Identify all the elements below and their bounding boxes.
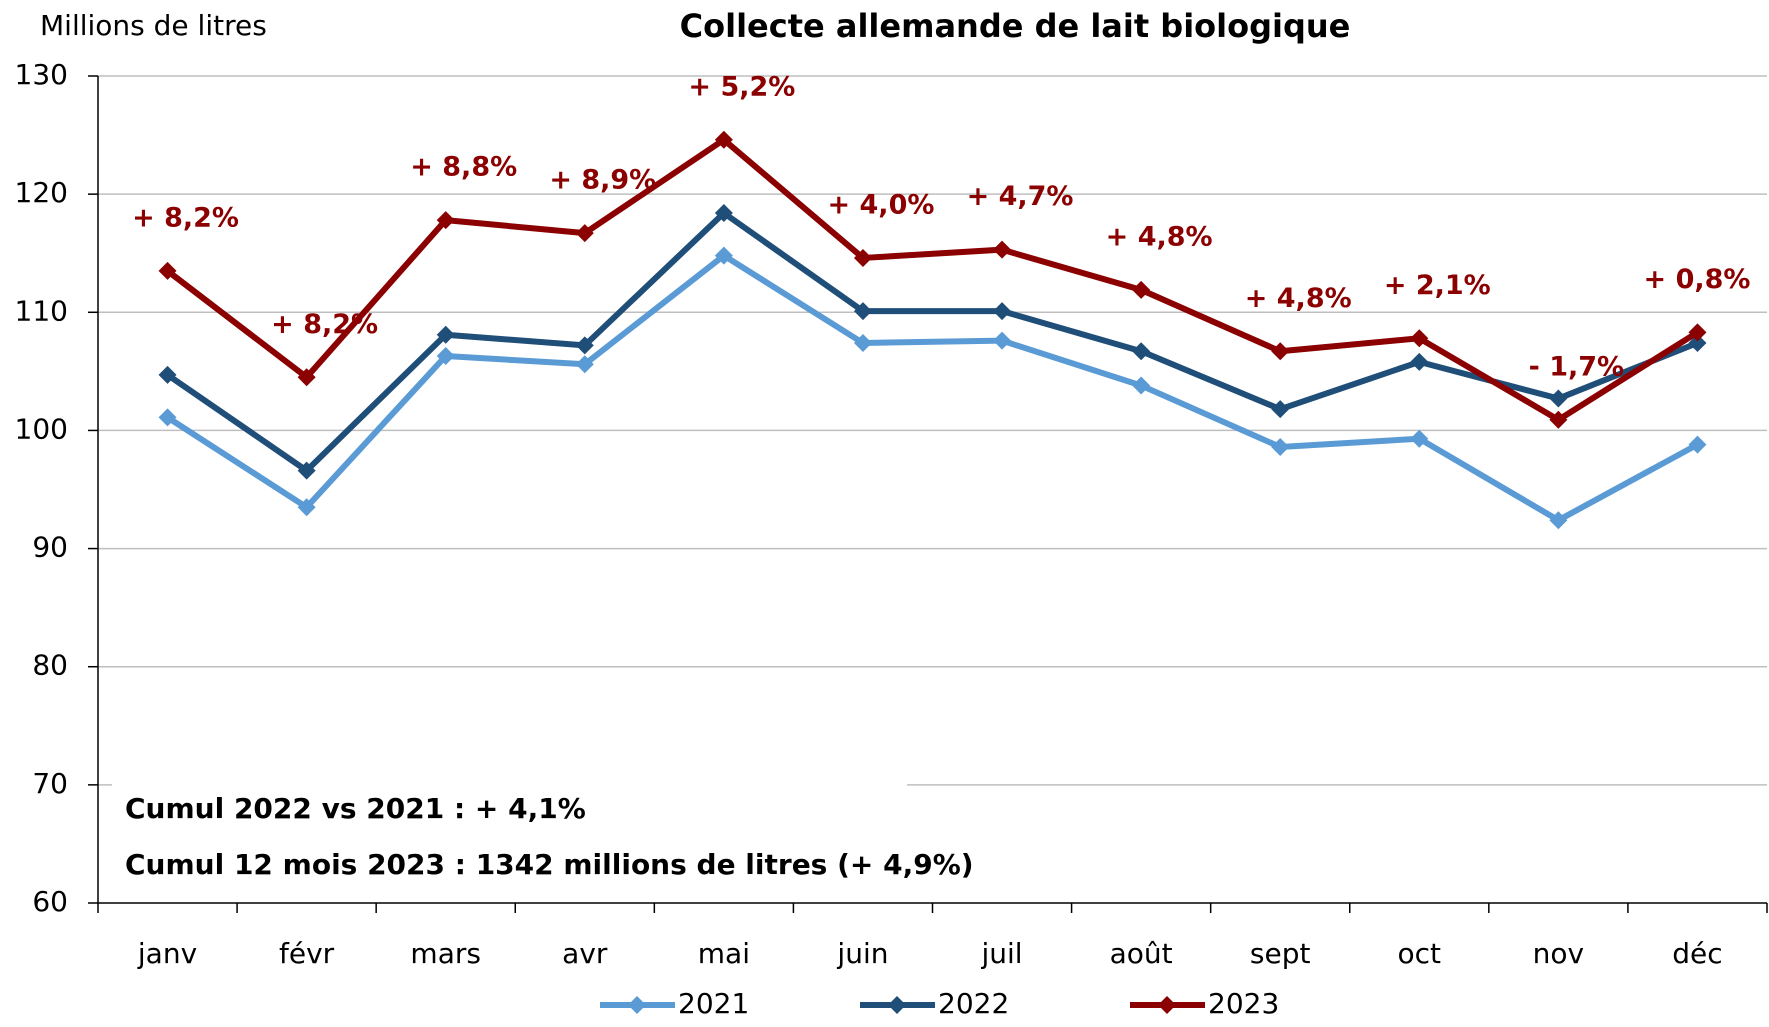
point-marker [297, 368, 316, 387]
annotation: + 8,9% [549, 165, 656, 196]
point-marker [714, 246, 733, 265]
point-marker [853, 248, 872, 267]
x-tick-label: mai [698, 937, 750, 970]
point-marker [993, 240, 1012, 259]
y-tick-label: 70 [32, 767, 68, 800]
point-marker [1410, 429, 1429, 448]
annotation: + 4,7% [967, 181, 1074, 212]
legend-label: 2021 [678, 987, 749, 1020]
series [158, 130, 1707, 429]
point-marker [297, 461, 316, 480]
x-tick-label: juil [980, 937, 1022, 970]
y-tick-label: 90 [32, 531, 68, 564]
annotation: + 5,2% [688, 71, 795, 102]
note: Cumul 12 mois 2023 : 1342 millions de li… [125, 848, 974, 881]
legend-marker [628, 996, 646, 1014]
annotation: + 8,8% [410, 152, 517, 183]
point-marker [575, 336, 594, 355]
point-marker [993, 302, 1012, 321]
annotation: + 8,2% [132, 202, 239, 233]
point-marker [158, 365, 177, 384]
legend-label: 2023 [1208, 987, 1279, 1020]
point-marker [1132, 342, 1151, 361]
note: Cumul 2022 vs 2021 : + 4,1% [125, 792, 586, 825]
point-marker [993, 331, 1012, 350]
annotation: + 4,0% [828, 189, 935, 220]
y-tick-label: 130 [15, 58, 68, 91]
y-axis-label: Millions de litres [40, 9, 267, 42]
y-tick-label: 80 [32, 649, 68, 682]
x-tick-label: mars [410, 937, 481, 970]
point-marker [1410, 352, 1429, 371]
point-marker [1271, 342, 1290, 361]
point-marker [297, 498, 316, 517]
y-tick-label: 120 [15, 176, 68, 209]
annotation: + 0,8% [1644, 264, 1751, 295]
point-marker [1132, 280, 1151, 299]
y-tick-label: 100 [15, 412, 68, 445]
point-marker [1549, 511, 1568, 530]
point-marker [436, 325, 455, 344]
x-tick-label: janv [137, 937, 197, 970]
x-tick-label: nov [1533, 937, 1584, 970]
legend-label: 2022 [938, 987, 1009, 1020]
x-tick-label: juin [836, 937, 888, 970]
series-line [165, 252, 1699, 524]
x-tick-label: févr [279, 937, 335, 970]
point-marker [1688, 435, 1707, 454]
point-marker [853, 302, 872, 321]
point-marker [1688, 323, 1707, 342]
legend-marker [888, 996, 906, 1014]
legend-marker [1158, 996, 1176, 1014]
series-line [165, 136, 1700, 423]
series [158, 204, 1707, 480]
point-marker [1271, 400, 1290, 419]
annotation: + 2,1% [1384, 270, 1491, 301]
y-tick-label: 60 [32, 885, 68, 918]
point-marker [158, 408, 177, 427]
point-marker [575, 355, 594, 374]
point-marker [714, 130, 733, 149]
annotation: + 8,2% [271, 309, 378, 340]
chart-title: Collecte allemande de lait biologique [680, 7, 1351, 45]
point-marker [1549, 410, 1568, 429]
x-tick-label: sept [1250, 937, 1311, 970]
series [158, 246, 1707, 530]
x-tick-label: oct [1398, 937, 1442, 970]
point-marker [714, 204, 733, 223]
annotation: + 4,8% [1106, 221, 1213, 252]
x-tick-label: déc [1672, 937, 1722, 970]
point-marker [853, 334, 872, 353]
point-marker [436, 346, 455, 365]
annotation: - 1,7% [1529, 351, 1625, 382]
point-marker [1271, 437, 1290, 456]
point-marker [1410, 329, 1429, 348]
point-marker [158, 261, 177, 280]
point-marker [1549, 389, 1568, 408]
point-marker [575, 224, 594, 243]
series-line [165, 210, 1699, 474]
point-marker [1132, 376, 1151, 395]
x-tick-label: août [1110, 937, 1173, 970]
note-background [112, 778, 907, 898]
annotation: + 4,8% [1245, 283, 1352, 314]
point-marker [436, 211, 455, 230]
x-tick-label: avr [562, 937, 608, 970]
y-tick-label: 110 [15, 294, 68, 327]
